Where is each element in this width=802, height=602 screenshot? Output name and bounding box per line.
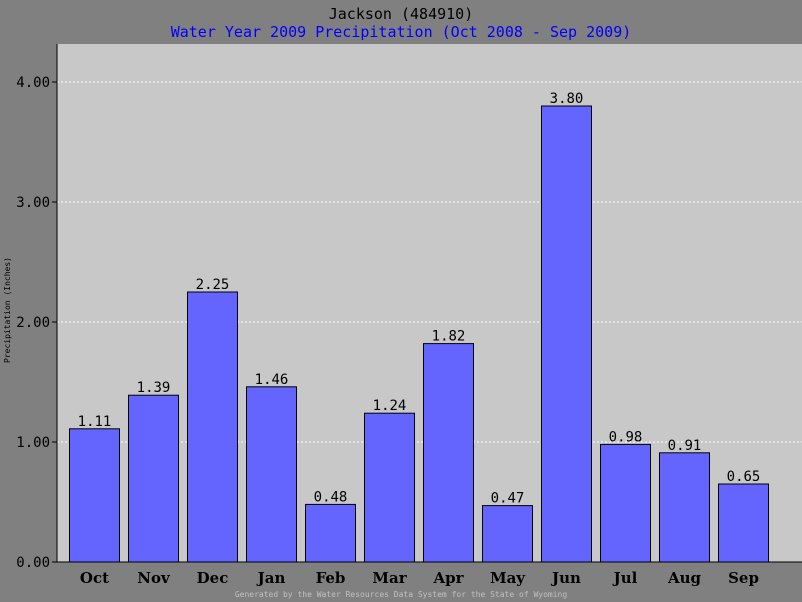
bar-jan (246, 386, 297, 563)
bar-jun (541, 105, 592, 563)
x-tick-label-oct: Oct (80, 569, 109, 587)
x-tick-label-feb: Feb (316, 569, 346, 587)
data-label-jan: 1.46 (255, 372, 289, 388)
y-tick-label: 1.00 (16, 435, 50, 451)
x-tick-label-aug: Aug (667, 569, 702, 587)
y-axis-ticks: 0.00 1.00 2.00 3.00 4.00 (16, 75, 57, 571)
x-tick-label-jun: Jun (550, 569, 581, 587)
y-tick-label: 0.00 (16, 555, 50, 571)
chart-title: Jackson (484910) (328, 5, 474, 23)
footer-credit: Generated by the Water Resources Data Sy… (234, 590, 568, 599)
bar-dec (187, 291, 238, 563)
x-tick-label-jan: Jan (256, 569, 286, 587)
x-tick-label-apr: Apr (432, 569, 464, 587)
data-label-mar: 1.24 (373, 398, 407, 414)
bar-aug (659, 452, 710, 563)
y-axis-label: Precipitation (Inches) (3, 257, 12, 363)
bar-jul (600, 443, 651, 563)
x-axis-tick-labels: Oct Nov Dec Jan Feb Mar Apr May Jun Jul Aug Sep (80, 569, 759, 587)
data-label-jun: 3.80 (550, 91, 584, 107)
data-label-oct: 1.11 (78, 414, 112, 430)
x-tick-label-jul: Jul (612, 569, 638, 587)
data-label-dec: 2.25 (196, 277, 230, 293)
x-tick-label-mar: Mar (372, 569, 407, 587)
data-label-apr: 1.82 (432, 329, 466, 345)
x-tick-label-sep: Sep (728, 569, 759, 587)
y-tick-label: 4.00 (16, 75, 50, 91)
data-label-jul: 0.98 (609, 429, 643, 445)
bar-oct (69, 428, 120, 563)
data-label-sep: 0.65 (727, 469, 761, 485)
bar-may (482, 505, 533, 563)
bar-feb (305, 503, 356, 563)
y-tick-label: 2.00 (16, 315, 50, 331)
y-tick-label: 3.00 (16, 195, 50, 211)
data-label-aug: 0.91 (668, 438, 702, 454)
chart-subtitle: Water Year 2009 Precipitation (Oct 2008 … (170, 23, 632, 41)
bars (69, 105, 769, 563)
x-tick-label-nov: Nov (137, 569, 171, 587)
data-label-nov: 1.39 (137, 380, 171, 396)
data-label-may: 0.47 (491, 491, 525, 507)
x-tick-label-may: May (490, 569, 526, 587)
bar-sep (718, 483, 769, 563)
bar-mar (364, 412, 415, 563)
x-tick-label-dec: Dec (197, 569, 229, 587)
data-labels: 1.11 1.39 2.25 1.46 0.48 1.24 1.82 0.47 3.80 0.98… (78, 91, 761, 507)
bar-nov (128, 394, 179, 563)
data-label-feb: 0.48 (314, 489, 348, 505)
bar-apr (423, 343, 474, 563)
